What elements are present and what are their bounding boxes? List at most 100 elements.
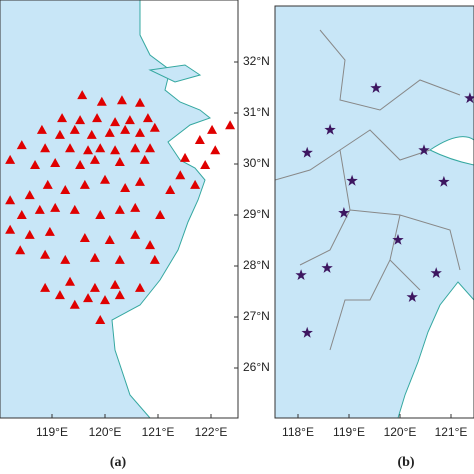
station-marker bbox=[210, 145, 221, 155]
sea bbox=[111, 0, 238, 418]
station-marker bbox=[104, 127, 115, 137]
y-tick-label: 26°N bbox=[243, 360, 270, 374]
station-marker bbox=[130, 143, 141, 153]
x-tick-label: 122°E bbox=[195, 425, 228, 439]
station-marker bbox=[134, 282, 145, 292]
station-marker bbox=[194, 135, 205, 145]
station-marker bbox=[34, 204, 45, 214]
sea bbox=[397, 281, 474, 418]
station-marker bbox=[134, 127, 145, 137]
station-marker bbox=[116, 95, 127, 105]
station-marker bbox=[165, 185, 176, 195]
station-marker bbox=[464, 92, 474, 104]
station-marker bbox=[30, 160, 41, 170]
station-marker bbox=[75, 160, 86, 170]
station-marker bbox=[321, 262, 333, 273]
station-marker bbox=[418, 144, 430, 156]
y-tick-label: 32°N bbox=[243, 54, 270, 68]
station-marker bbox=[40, 282, 51, 292]
station-marker bbox=[89, 252, 100, 262]
station-marker bbox=[69, 299, 80, 309]
station-marker bbox=[145, 143, 156, 153]
y-tick-label: 27°N bbox=[243, 309, 270, 323]
station-marker bbox=[110, 145, 121, 155]
station-marker bbox=[175, 170, 186, 180]
frame-b bbox=[274, 5, 474, 419]
station-marker bbox=[346, 174, 358, 186]
station-marker bbox=[79, 179, 90, 189]
station-marker bbox=[130, 229, 141, 239]
station-marker bbox=[69, 204, 80, 214]
stations bbox=[5, 90, 236, 325]
station-marker bbox=[114, 290, 125, 300]
station-marker bbox=[96, 96, 107, 106]
station-marker bbox=[69, 124, 80, 134]
y-tick-label: 28°N bbox=[243, 258, 270, 272]
station-marker bbox=[77, 90, 88, 100]
station-marker bbox=[40, 143, 51, 153]
x-tick-label: 120°E bbox=[89, 425, 122, 439]
station-marker bbox=[15, 245, 26, 255]
x-tick-label: 121°E bbox=[435, 425, 468, 439]
station-marker bbox=[301, 326, 313, 338]
station-marker bbox=[5, 224, 16, 234]
station-marker bbox=[142, 113, 153, 123]
station-marker bbox=[54, 129, 65, 139]
station-marker bbox=[57, 113, 68, 123]
station-marker bbox=[225, 120, 236, 130]
station-marker bbox=[83, 293, 94, 303]
station-marker bbox=[134, 176, 145, 186]
station-marker bbox=[134, 97, 145, 107]
station-marker bbox=[104, 234, 115, 244]
frame-a bbox=[0, 0, 239, 419]
station-marker bbox=[110, 117, 121, 127]
station-marker bbox=[301, 146, 313, 158]
y-tick-label: 31°N bbox=[243, 105, 270, 119]
station-marker bbox=[145, 240, 156, 250]
station-marker bbox=[60, 185, 71, 195]
station-marker bbox=[149, 254, 160, 264]
station-marker bbox=[42, 179, 53, 189]
station-marker bbox=[54, 290, 65, 300]
x-tick-label: 119°E bbox=[333, 425, 365, 439]
x-tick-label: 119°E bbox=[36, 425, 68, 439]
x-tick-label: 120°E bbox=[384, 425, 417, 439]
stations bbox=[295, 82, 474, 338]
station-marker bbox=[36, 124, 47, 134]
station-marker bbox=[79, 232, 90, 242]
station-marker bbox=[86, 129, 97, 139]
station-marker bbox=[114, 156, 125, 166]
bay bbox=[429, 136, 474, 166]
station-marker bbox=[338, 207, 350, 218]
station-marker bbox=[92, 113, 103, 123]
x-tick-label: 121°E bbox=[142, 425, 175, 439]
station-marker bbox=[120, 124, 131, 134]
station-marker bbox=[114, 254, 125, 264]
station-marker bbox=[130, 202, 141, 212]
station-marker bbox=[324, 123, 336, 135]
station-marker bbox=[438, 175, 450, 187]
station-marker bbox=[44, 226, 55, 236]
station-marker bbox=[24, 190, 35, 200]
station-marker bbox=[124, 115, 135, 125]
station-marker bbox=[95, 210, 106, 219]
station-marker bbox=[40, 249, 51, 259]
station-marker bbox=[89, 154, 100, 164]
station-marker bbox=[5, 154, 16, 164]
station-marker bbox=[65, 276, 76, 286]
y-tick-label: 29°N bbox=[243, 207, 270, 221]
panel-label: (b) bbox=[397, 455, 414, 470]
station-marker bbox=[5, 195, 16, 205]
station-marker bbox=[16, 140, 27, 150]
station-marker bbox=[149, 122, 160, 132]
station-marker bbox=[75, 115, 86, 125]
station-marker bbox=[295, 269, 307, 280]
station-marker bbox=[16, 210, 27, 219]
station-marker bbox=[95, 143, 106, 153]
island bbox=[148, 64, 202, 83]
station-marker bbox=[50, 157, 61, 167]
station-marker bbox=[110, 279, 121, 289]
station-marker bbox=[50, 202, 61, 212]
map-b bbox=[275, 6, 474, 418]
station-marker bbox=[120, 182, 131, 192]
